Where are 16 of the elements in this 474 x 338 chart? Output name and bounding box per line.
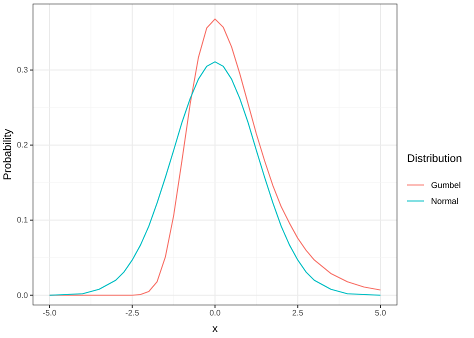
y-tick-label: 0.3 (16, 66, 29, 75)
y-tick-label: 0.1 (16, 216, 29, 225)
y-tick-label: 0.2 (16, 140, 29, 150)
x-tick-label: -2.5 (125, 308, 140, 318)
x-axis-title: x (212, 323, 218, 335)
x-tick-label: -5.0 (42, 308, 57, 318)
legend-label: Normal (431, 196, 459, 206)
line-series (48, 61, 382, 296)
legend-label: Gumbel (431, 180, 461, 190)
x-tick-label: 2.5 (292, 308, 304, 318)
y-tick-label: 0.0 (16, 290, 29, 300)
x-tick-label: 5.0 (374, 308, 387, 318)
legend-title: Distribution (407, 153, 462, 165)
x-tick-label: 0.0 (209, 308, 222, 318)
y-axis-title: Probability (2, 128, 14, 180)
line-series (48, 18, 382, 296)
